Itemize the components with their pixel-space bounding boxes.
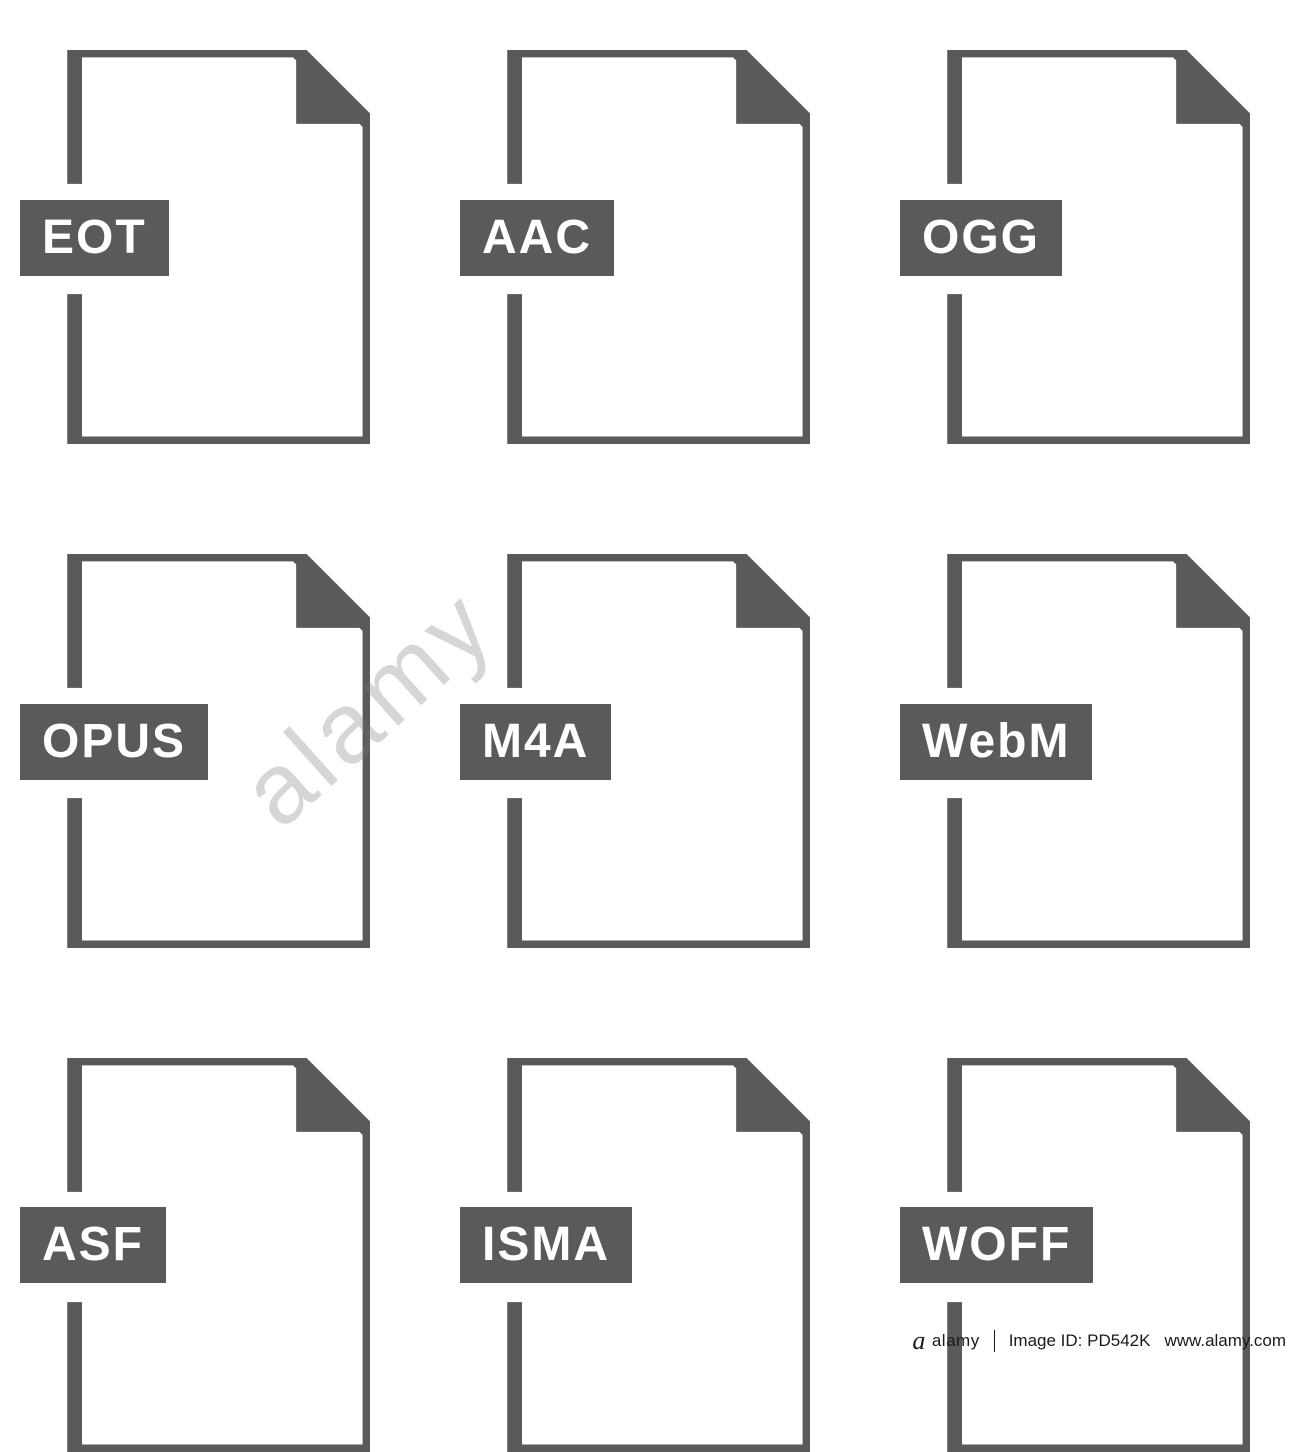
file-opus-icon: OPUS <box>50 554 370 948</box>
file-label: ISMA <box>460 1207 632 1283</box>
file-label: WebM <box>900 704 1092 780</box>
file-label: OGG <box>900 200 1062 276</box>
file-woff-icon: WOFF <box>930 1058 1250 1452</box>
file-label: AAC <box>460 200 614 276</box>
file-label: OPUS <box>20 704 208 780</box>
file-icon-grid: EOTAACOGGOPUSM4AWebMASFISMAWOFF <box>50 50 1250 1250</box>
file-isma-icon: ISMA <box>490 1058 810 1452</box>
file-m4a-icon: M4A <box>490 554 810 948</box>
file-aac-icon: AAC <box>490 50 810 444</box>
watermark-logo-accent: a <box>912 1326 926 1356</box>
file-asf-icon: ASF <box>50 1058 370 1452</box>
file-label: EOT <box>20 200 169 276</box>
file-label: ASF <box>20 1207 166 1283</box>
file-webm-icon: WebM <box>930 554 1250 948</box>
file-label: WOFF <box>900 1207 1093 1283</box>
file-label: M4A <box>460 704 611 780</box>
file-ogg-icon: OGG <box>930 50 1250 444</box>
file-eot-icon: EOT <box>50 50 370 444</box>
